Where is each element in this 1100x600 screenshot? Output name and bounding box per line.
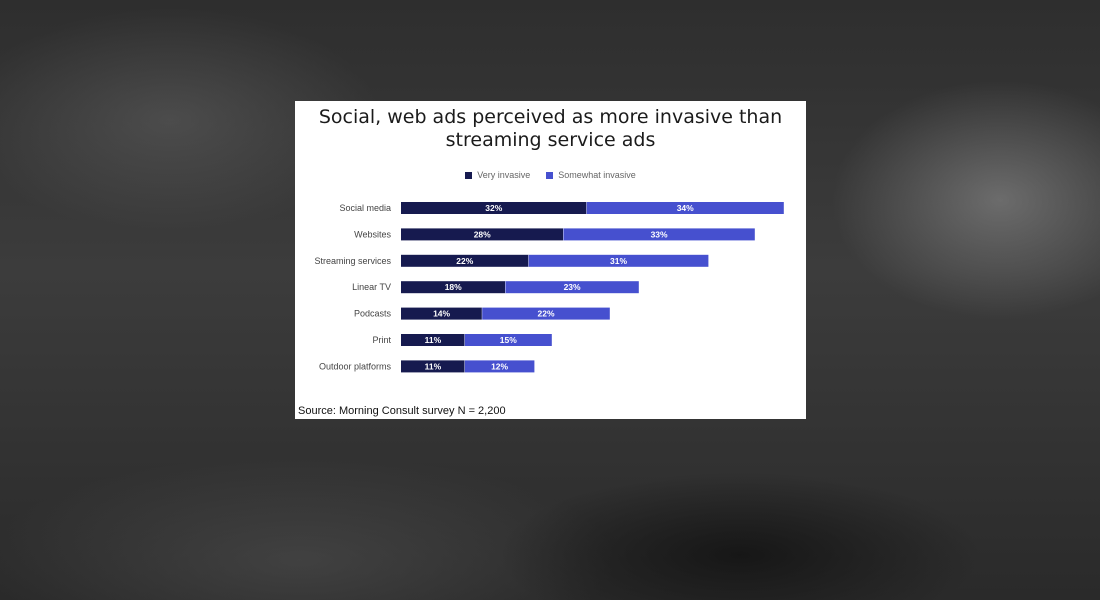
stacked-bar-chart: Social media 32% 34% Websites 28% 33% Streamin…	[314, 202, 784, 373]
data-label-somewhat-invasive-websites: 33%	[651, 229, 668, 239]
data-label-somewhat-invasive-social-media: 34%	[677, 203, 694, 213]
data-label-somewhat-invasive-linear-tv: 23%	[564, 282, 581, 292]
bar-very-invasive-print	[401, 334, 465, 346]
bar-somewhat-invasive-streaming-services	[528, 254, 709, 267]
category-label-streaming-services: Streaming services	[314, 256, 391, 266]
legend-swatch-somewhat-invasive	[546, 171, 554, 179]
data-label-very-invasive-streaming-services: 22%	[456, 256, 473, 266]
category-label-podcasts: Podcasts	[354, 309, 392, 319]
bar-very-invasive-streaming-services	[401, 254, 529, 267]
legend-swatch-very-invasive	[465, 171, 473, 179]
legend-label-somewhat-invasive: Somewhat invasive	[558, 170, 636, 180]
data-label-somewhat-invasive-podcasts: 22%	[537, 309, 554, 319]
bar-very-invasive-social-media	[401, 202, 587, 214]
bar-somewhat-invasive-websites	[563, 228, 755, 241]
data-label-very-invasive-social-media: 32%	[485, 203, 502, 213]
bar-very-invasive-podcasts	[401, 307, 483, 320]
chart-legend: Very invasive Somewhat invasive	[295, 168, 806, 182]
data-label-somewhat-invasive-streaming-services: 31%	[610, 256, 627, 266]
data-label-very-invasive-podcasts: 14%	[433, 309, 450, 319]
legend-label-very-invasive: Very invasive	[477, 170, 531, 180]
bar-very-invasive-outdoor-platforms	[401, 360, 465, 373]
data-label-somewhat-invasive-print: 15%	[500, 335, 517, 345]
bar-very-invasive-linear-tv	[401, 281, 506, 294]
data-label-somewhat-invasive-outdoor-platforms: 12%	[491, 361, 508, 371]
bar-somewhat-invasive-outdoor-platforms	[464, 360, 535, 373]
category-label-print: Print	[372, 335, 391, 345]
legend-item-somewhat-invasive: Somewhat invasive	[546, 168, 636, 182]
bar-somewhat-invasive-linear-tv	[505, 281, 639, 294]
data-label-very-invasive-linear-tv: 18%	[445, 282, 462, 292]
category-label-outdoor-platforms: Outdoor platforms	[319, 361, 392, 371]
bar-very-invasive-websites	[401, 228, 564, 241]
legend-item-very-invasive: Very invasive	[465, 168, 530, 182]
chart-title-line-1: Social, web ads perceived as more invasi…	[318, 106, 783, 128]
category-label-linear-tv: Linear TV	[352, 282, 391, 292]
data-label-very-invasive-websites: 28%	[474, 229, 491, 239]
data-label-very-invasive-outdoor-platforms: 11%	[425, 361, 442, 371]
category-label-social-media: Social media	[339, 203, 391, 213]
category-label-websites: Websites	[354, 229, 391, 239]
chart-source: Source: Morning Consult survey N = 2,200	[298, 405, 506, 417]
chart-card: Social, web ads perceived as more invasi…	[295, 101, 806, 419]
bar-somewhat-invasive-social-media	[586, 202, 784, 214]
chart-title: Social, web ads perceived as more invasi…	[295, 106, 806, 152]
chart-title-line-2: streaming service ads	[445, 129, 656, 151]
bar-somewhat-invasive-print	[464, 334, 552, 346]
bar-somewhat-invasive-podcasts	[482, 307, 610, 320]
data-label-very-invasive-print: 11%	[425, 335, 442, 345]
